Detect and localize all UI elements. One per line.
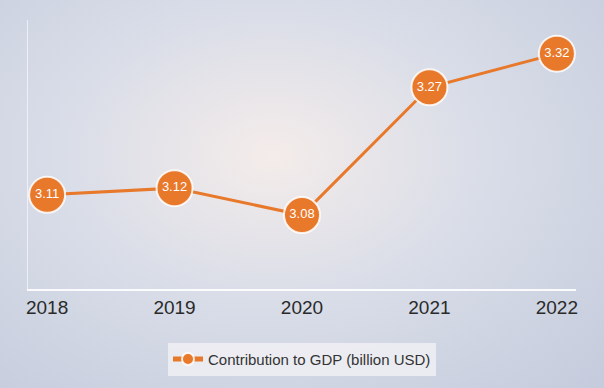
svg-text:3.32: 3.32	[544, 45, 569, 60]
svg-text:2019: 2019	[153, 297, 195, 318]
svg-text:Contribution to GDP (billion U: Contribution to GDP (billion USD)	[208, 351, 430, 368]
svg-text:2020: 2020	[281, 297, 323, 318]
svg-text:3.08: 3.08	[289, 206, 314, 221]
svg-text:2018: 2018	[26, 297, 68, 318]
svg-text:3.11: 3.11	[35, 186, 59, 201]
svg-text:2021: 2021	[408, 297, 450, 318]
svg-text:3.12: 3.12	[162, 179, 187, 194]
svg-text:3.27: 3.27	[417, 79, 442, 94]
svg-text:2022: 2022	[536, 297, 578, 318]
